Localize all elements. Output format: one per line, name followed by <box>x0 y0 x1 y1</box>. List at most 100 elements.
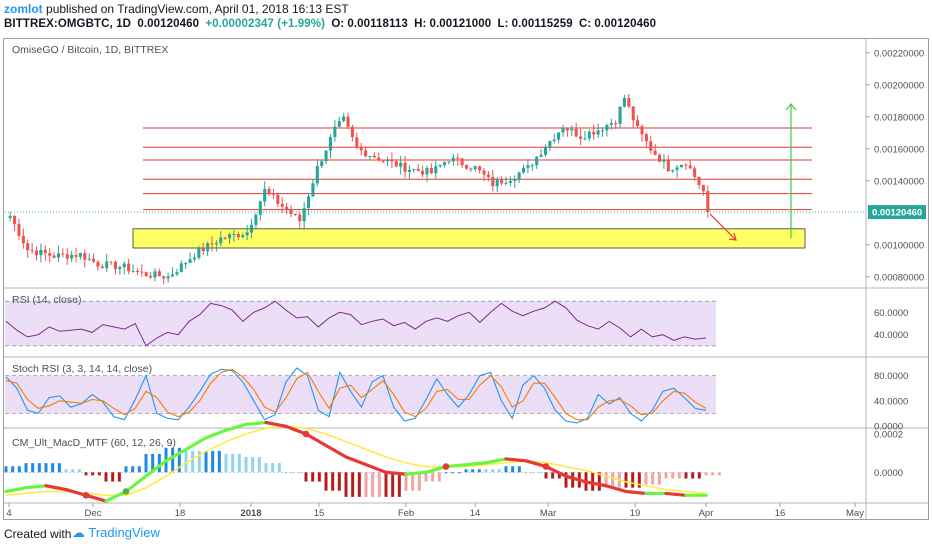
macd-histogram-bar <box>304 472 308 482</box>
macd-histogram-bar <box>371 472 375 497</box>
candle-up <box>175 272 179 275</box>
candle-up <box>307 196 311 209</box>
candle-up <box>328 137 333 151</box>
candle-down <box>83 253 87 260</box>
macd-histogram-bar <box>117 472 121 482</box>
macd-histogram-bar <box>244 457 248 473</box>
candle-up <box>530 165 534 167</box>
candle-down <box>429 168 433 174</box>
candle-down <box>460 158 464 166</box>
macd-line-segment <box>184 436 208 451</box>
macd-histogram-bar <box>51 463 55 473</box>
candle-down <box>631 106 635 121</box>
macd-line-segment <box>204 428 228 440</box>
macd-histogram-bar <box>537 472 541 474</box>
candle-down <box>346 116 350 127</box>
macd-histogram-bar <box>71 469 75 473</box>
macd-histogram-bar <box>97 472 101 476</box>
candle-up <box>504 182 508 184</box>
rsi-panel-title: RSI (14, close) <box>12 294 81 306</box>
macd-line-segment <box>584 480 608 488</box>
macd-histogram-bar <box>524 472 528 474</box>
macd-histogram-bar <box>257 457 261 473</box>
macd-histogram-bar <box>411 472 415 491</box>
candle-down <box>390 160 394 162</box>
candle-down <box>372 155 376 158</box>
macd-histogram-bar <box>564 472 568 488</box>
candle-down <box>592 131 596 135</box>
macd-histogram-bar <box>444 472 448 474</box>
macd-histogram-bar <box>344 472 348 497</box>
time-tick-label: 15 <box>314 508 325 519</box>
macd-line-segment <box>244 420 268 427</box>
target-up-arrow-head <box>785 103 797 111</box>
macd-cross-dot <box>302 430 310 438</box>
candle-up <box>605 124 609 131</box>
macd-histogram-bar <box>457 472 461 474</box>
macd-histogram-bar <box>357 472 361 497</box>
macd-cross-dot <box>542 463 550 470</box>
macd-histogram-bar <box>31 463 35 473</box>
candle-up <box>87 258 91 260</box>
candle-down <box>653 150 657 155</box>
macd-line-segment <box>444 463 468 469</box>
candle-down <box>693 168 697 178</box>
chart-frame <box>3 38 929 520</box>
macd-histogram-bar <box>104 472 108 482</box>
candle-up <box>679 164 684 168</box>
candle-down <box>236 233 240 238</box>
candle-down <box>565 128 569 131</box>
candle-up <box>596 130 600 135</box>
time-tick-label: 2018 <box>240 508 261 519</box>
price-tick-label: 0.00220000 <box>874 48 924 59</box>
candle-down <box>135 271 139 273</box>
macd-histogram-bar <box>611 472 615 488</box>
candle-up <box>535 156 539 166</box>
chart-header: zomlot published on TradingView.com, Apr… <box>0 0 932 36</box>
macd-histogram-bar <box>337 472 341 491</box>
macd-histogram-bar <box>84 472 88 476</box>
time-tick-label: 18 <box>175 508 186 519</box>
candle-up <box>399 162 403 167</box>
macd-line-segment <box>544 464 568 478</box>
macd-histogram-bar <box>17 466 21 473</box>
macd-histogram-bar <box>551 472 555 479</box>
stoch-tick-label: 40.0000 <box>874 396 908 407</box>
macd-histogram-bar <box>271 463 275 473</box>
macd-line-segment <box>164 447 188 463</box>
macd-histogram-bar <box>691 472 695 479</box>
candle-up <box>188 259 192 264</box>
macd-histogram-bar <box>111 472 115 482</box>
candle-up <box>513 179 517 181</box>
rsi-tick-label: 40.0000 <box>874 330 908 341</box>
macd-histogram-bar <box>471 469 475 473</box>
candle-up <box>333 126 337 138</box>
candle-up <box>8 216 12 218</box>
candle-up <box>671 169 675 172</box>
macd-histogram-bar <box>377 472 381 497</box>
candle-up <box>153 271 157 278</box>
author-link[interactable]: zomlot <box>4 2 43 16</box>
macd-histogram-bar <box>317 472 321 482</box>
candle-up <box>214 243 218 245</box>
macd-histogram-bar <box>171 447 175 473</box>
candle-up <box>315 166 319 184</box>
macd-histogram-bar <box>311 472 315 482</box>
macd-line-segment <box>224 422 248 432</box>
macd-line-segment <box>284 424 308 436</box>
macd-line-segment <box>524 459 548 469</box>
candle-down <box>355 137 359 148</box>
macd-histogram-bar <box>604 472 608 488</box>
candle-down <box>52 255 56 258</box>
candle-up <box>618 106 622 124</box>
price-tick-label: 0.00100000 <box>874 240 924 251</box>
candle-up <box>552 139 556 141</box>
macd-histogram-bar <box>24 463 28 473</box>
macd-histogram-bar <box>251 457 255 473</box>
candle-down <box>293 214 297 216</box>
macd-histogram-bar <box>557 472 561 479</box>
candle-down <box>394 161 398 167</box>
tradingview-logo[interactable]: ☁ TradingView <box>72 525 160 541</box>
candle-up <box>254 214 258 225</box>
